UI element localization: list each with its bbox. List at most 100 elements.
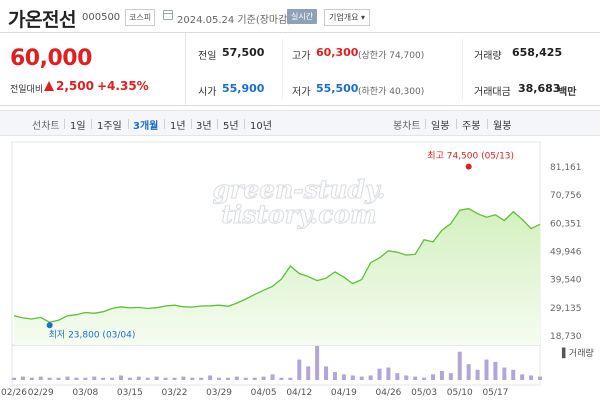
volume-bar [217,377,222,380]
x-tick-label: 02/29 [28,388,54,398]
volume-legend: ▌거래량 [561,347,594,359]
high-marker [465,163,472,170]
separator [91,119,92,129]
x-tick-label: 04/26 [375,388,401,398]
period-10y[interactable]: 10년 [250,121,272,132]
volume-bar [466,364,471,380]
volume-bar [65,376,70,380]
volume-bar [493,361,498,380]
volume-bar [448,373,453,380]
divider [282,39,283,99]
period-5y[interactable]: 5년 [223,121,239,132]
period-1w[interactable]: 1주일 [97,121,122,132]
up-triangle-icon [44,81,54,91]
volume-bar [431,374,436,380]
volume-bar [439,370,444,380]
volume-bar [110,377,115,380]
volume-bar [332,372,337,380]
volume-bar [404,375,409,380]
volume-bar [234,376,239,380]
realtime-button[interactable]: 실시간 [287,9,318,24]
volume-bar [190,377,195,380]
separator [64,119,65,129]
period-3m[interactable]: 3개월 [133,121,159,132]
volume-bar [145,377,150,380]
low-label: 저가 [292,87,311,98]
separator [487,119,488,129]
calendar-icon [163,10,173,20]
volume-bar [252,377,257,380]
y-tick-label: 29,135 [550,304,582,314]
volume-bar [243,377,248,380]
price-area [14,208,540,345]
stock-code: 000500 [82,12,121,23]
candle-weekly[interactable]: 주봉 [462,121,481,132]
watermark-line-1: green-study. [213,175,386,204]
y-tick-label: 81,161 [550,163,582,173]
y-tick-label: 49,946 [550,248,582,258]
x-tick-label: 04/05 [251,388,277,398]
volume-bar [457,351,462,380]
volume-bar [377,368,382,380]
company-info-dropdown[interactable]: 기업개요 ▾ [324,9,370,26]
period-1y[interactable]: 1년 [170,121,186,132]
volume-bar [475,369,480,380]
x-tick-label: 04/12 [286,388,312,398]
volume-bar [101,377,106,380]
volume-bar [154,376,159,380]
period-1d[interactable]: 1일 [70,121,86,132]
volume-bar [422,377,427,380]
open-value: 55,900 [222,82,265,95]
upper-limit: (상한가 74,700) [358,51,425,61]
quote-summary: 60,000 전일대비 2,500 +4.35% 전일 57,500 시가 55… [0,32,600,106]
volume-bar [127,377,132,380]
volume-bar [315,346,320,380]
volume-bar [83,377,88,380]
period-3y[interactable]: 3년 [196,121,212,132]
volume-value: 658,425 [512,46,563,59]
y-tick-label: 18,730 [550,332,582,342]
volume-bar [341,374,346,380]
volume-bar [12,377,16,380]
volume-bar [279,377,284,380]
y-tick-label: 60,351 [550,219,582,229]
volume-bar [306,366,311,380]
trade-value-unit: 백만 [558,87,577,98]
low-marker [46,322,53,329]
separator [217,119,218,129]
volume-bar [261,376,266,380]
current-price-panel: 60,000 전일대비 2,500 +4.35% [0,33,186,105]
volume-bar [20,376,25,380]
price-line [13,207,541,323]
volume-bar [538,376,542,380]
volume-bar [359,376,364,380]
volume-bar [56,377,61,380]
volume-bar [484,359,489,380]
separator [164,119,165,129]
divider [462,39,463,99]
candle-monthly[interactable]: 월봉 [493,121,512,132]
volume-bar [529,375,534,380]
x-tick-label: 02/26 [1,388,27,398]
candle-chart-label: 봉차트 [393,121,421,132]
high-label: 고가 [292,51,311,62]
x-tick-label: 04/19 [331,388,357,398]
market-badge: 코스피 [125,9,156,26]
volume-bar [163,377,168,380]
candle-daily[interactable]: 일봉 [431,121,450,132]
volume-bar [225,377,230,380]
volume-bar [38,376,43,380]
volume-bar [324,366,329,380]
separator [128,119,129,129]
volume-bar [29,377,34,380]
prev-close-value: 57,500 [222,46,265,59]
separator [244,119,245,129]
lower-limit: (하한가 40,300) [358,87,425,97]
stock-header: 가온전선 000500 코스피 2024.05.24 기준(장마감) 실시간 기… [0,0,600,32]
volume-bar [208,375,213,380]
separator [456,119,457,129]
change-percent: +4.35% [97,79,149,93]
volume-bar [368,375,373,380]
volume-bar [413,376,418,380]
